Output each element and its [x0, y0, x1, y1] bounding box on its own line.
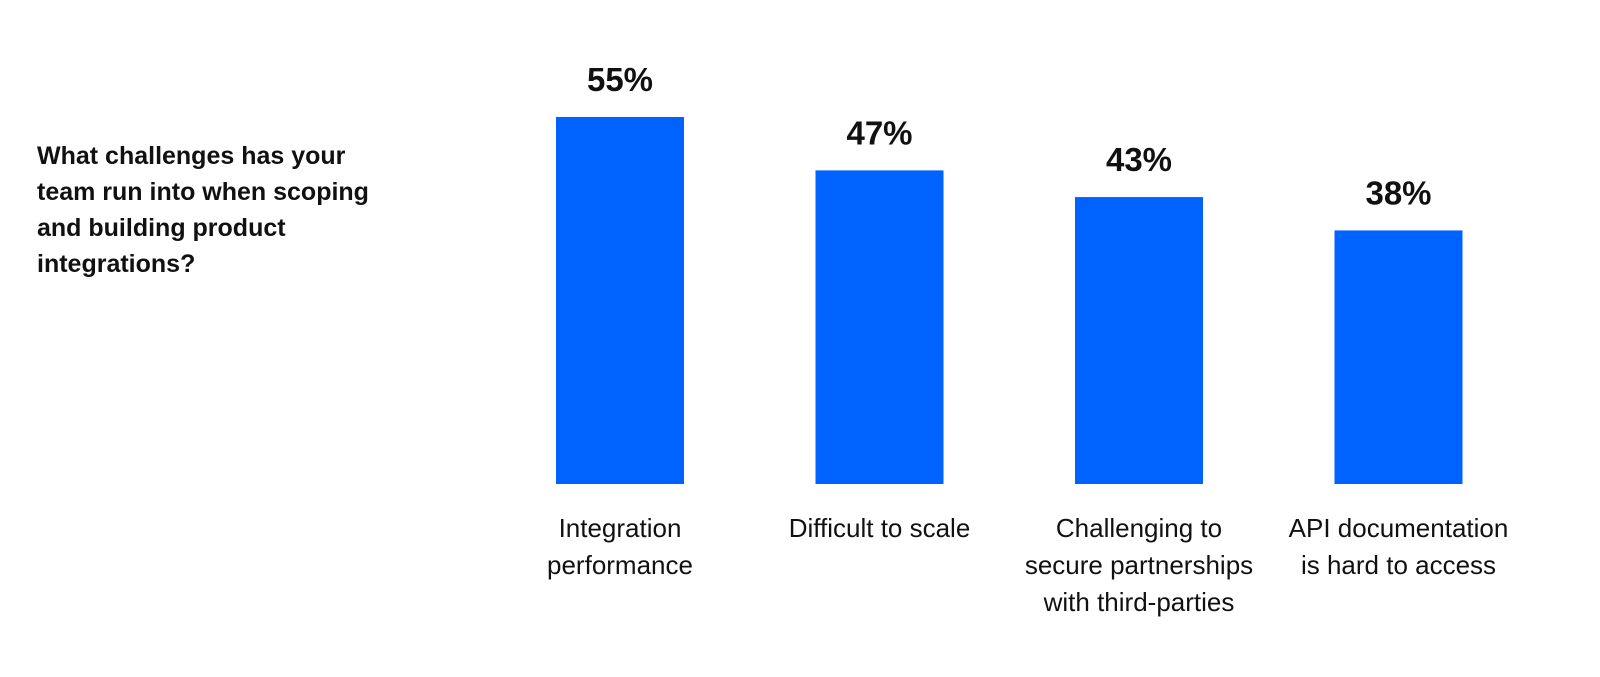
category-label-line: is hard to access [1301, 550, 1496, 580]
bar-4 [1334, 230, 1463, 484]
bar-1 [556, 117, 684, 484]
category-label-line: Challenging to [1056, 513, 1222, 543]
bar-2 [815, 170, 944, 484]
category-label-line: secure partnerships [1025, 550, 1253, 580]
category-label-2: Difficult to scale [789, 513, 971, 543]
category-label-line: Difficult to scale [789, 513, 971, 543]
value-label-2: 47% [846, 114, 912, 151]
bar-3 [1075, 197, 1203, 484]
value-label-4: 38% [1365, 174, 1431, 211]
value-label-3: 43% [1106, 141, 1172, 178]
category-label-line: with third-parties [1043, 587, 1235, 617]
category-label-1: Integration performance [547, 513, 693, 580]
value-label-1: 55% [587, 61, 653, 98]
category-label-4: API documentation is hard to access [1289, 513, 1509, 580]
question-title: What challenges has your team run into w… [37, 142, 369, 278]
category-label-line: Integration [559, 513, 682, 543]
category-label-line: performance [547, 550, 693, 580]
category-label-3: Challenging to secure partnerships with th… [1025, 513, 1253, 617]
category-label-line: API documentation [1289, 513, 1509, 543]
